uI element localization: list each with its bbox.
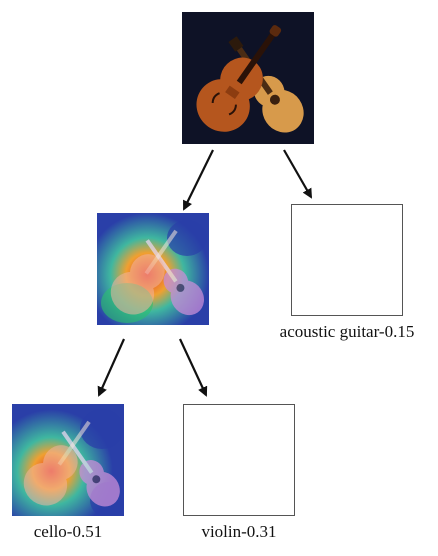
empty-slot-2	[183, 404, 295, 516]
empty-slot-2-label: violin-0.31	[201, 522, 277, 541]
heatmap-image-2	[12, 404, 124, 516]
arrow-root-to-empty-1	[283, 149, 312, 199]
heatmap-overlay-1	[97, 213, 209, 325]
empty-slot-1-label: acoustic guitar-0.15	[279, 322, 415, 341]
instruments-image	[182, 12, 314, 144]
heatmap-image-1	[97, 213, 209, 325]
heatmap-overlay-2	[12, 404, 124, 516]
arrow-heatmap-1-to-empty-2	[179, 338, 208, 397]
arrow-heatmap-1-to-heatmap-2	[97, 338, 126, 397]
heatmap-image-2-label: cello-0.51	[33, 522, 103, 541]
arrow-root-to-heatmap-1	[183, 149, 214, 211]
root-image	[182, 12, 314, 144]
empty-slot-1	[291, 204, 403, 316]
